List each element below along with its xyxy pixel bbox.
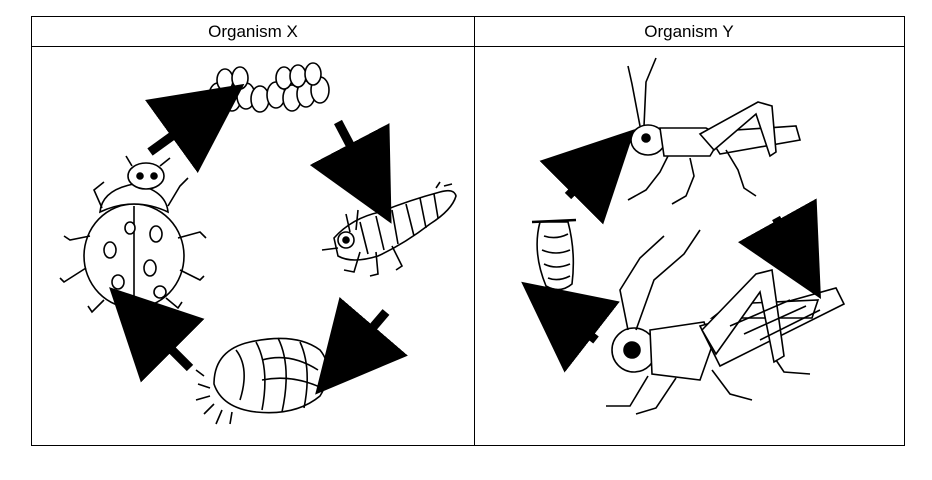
column-divider	[474, 17, 475, 445]
organism-x-larva	[321, 181, 457, 277]
organism-y-adult-grasshopper	[606, 229, 846, 415]
organism-x-header: Organism X	[32, 17, 474, 47]
organism-x-pupa	[195, 337, 329, 425]
organism-x-arrows	[109, 83, 408, 395]
life-cycle-table: Organism X Organism Y	[31, 16, 905, 446]
organism-y-eggs	[531, 218, 577, 291]
organism-y-header: Organism Y	[474, 17, 904, 47]
organism-y-arrows	[521, 129, 821, 373]
organism-y-nymph	[627, 57, 802, 205]
organism-x-eggs	[208, 62, 330, 113]
organism-x-adult-ladybird	[59, 155, 207, 314]
